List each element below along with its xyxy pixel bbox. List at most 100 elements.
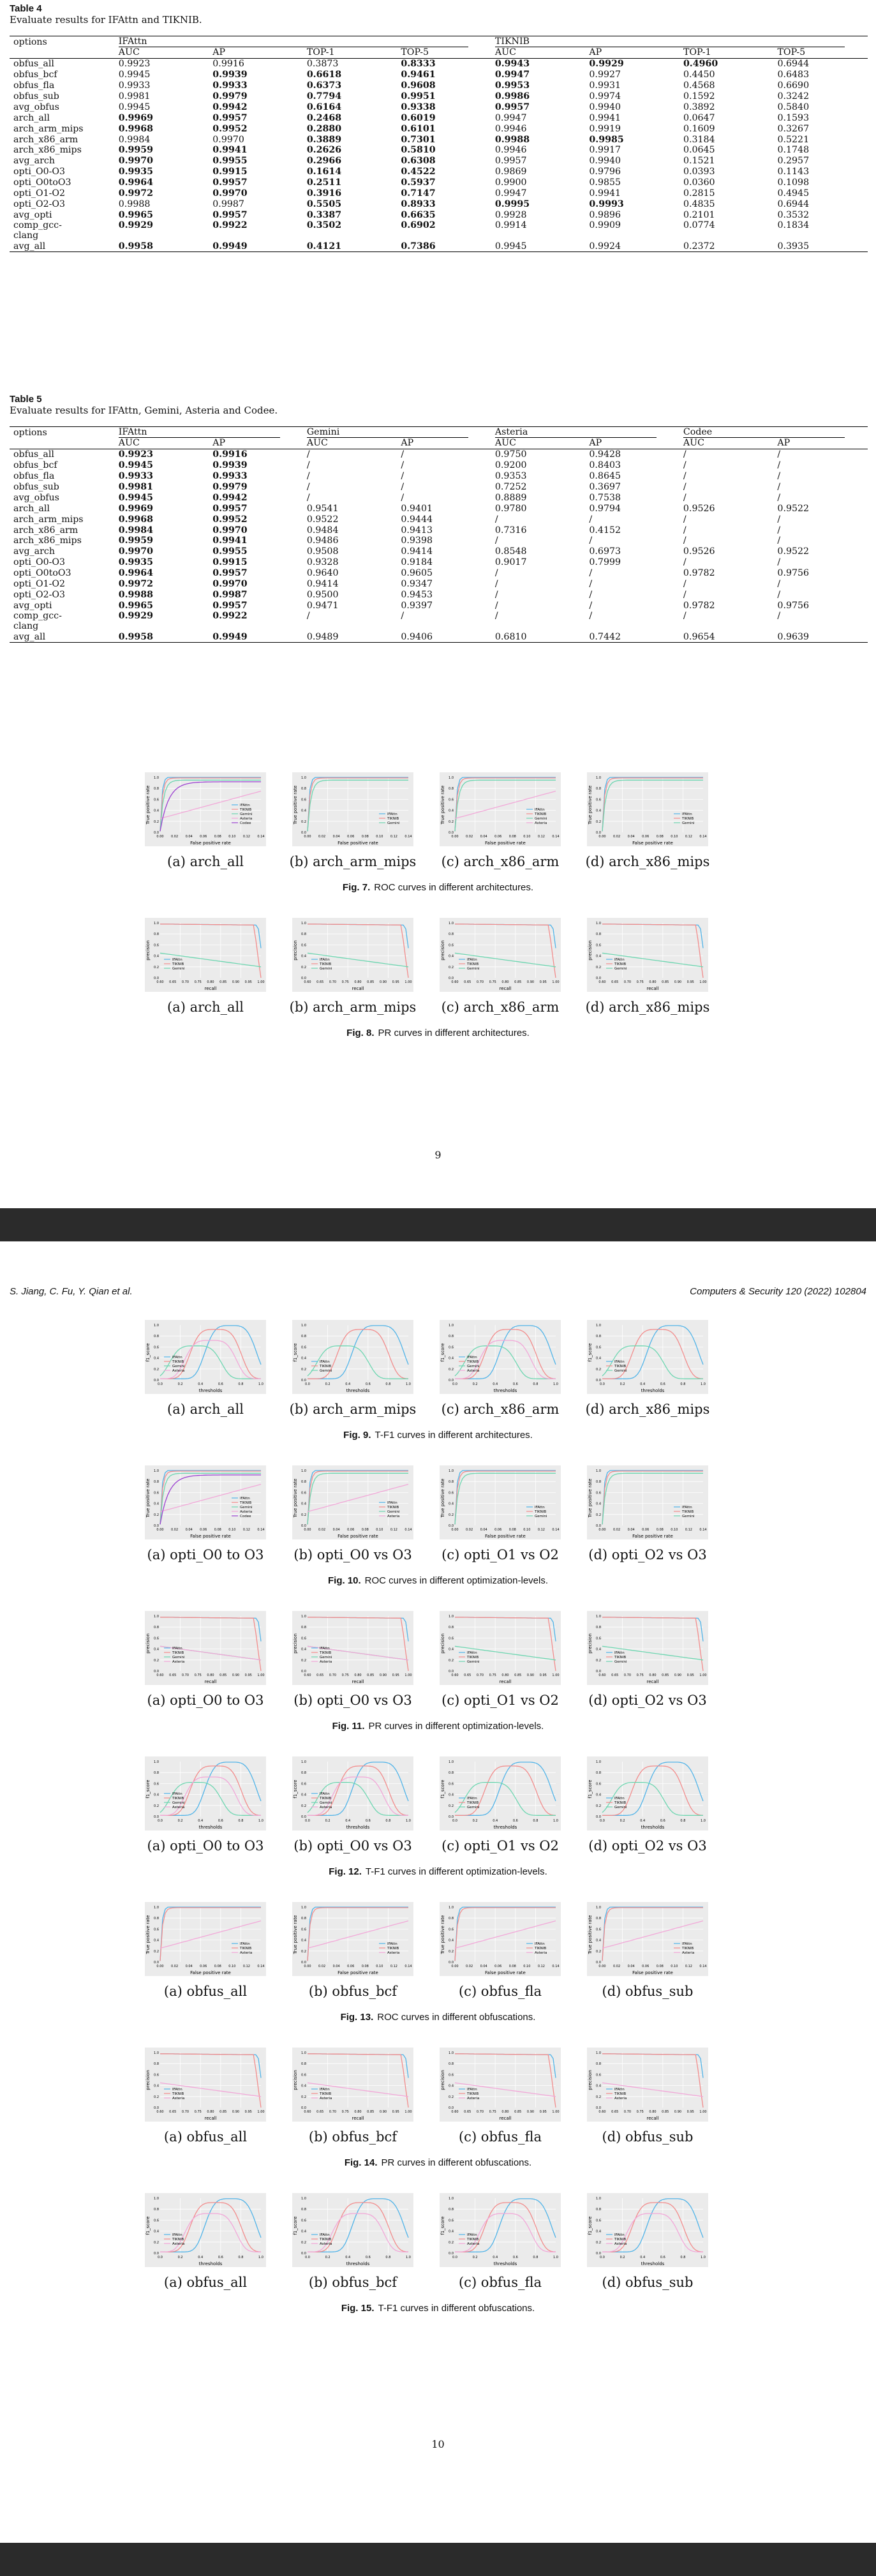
y-tick-label: 0.8 xyxy=(596,932,601,936)
value-cell: 0.5810 xyxy=(401,145,436,156)
x-tick-label: 0.00 xyxy=(156,1528,163,1532)
y-tick-label: 0.2 xyxy=(596,820,601,824)
x-tick-label: 1.00 xyxy=(552,2110,559,2114)
chart-svg: False positive rate True positive rate 0.0… xyxy=(440,1469,560,1539)
x-tick-label: 0.2 xyxy=(325,1382,330,1386)
chart-panel: thresholds f1_score 0.0 0.2 0.4 0.6 0.8 1.0 0.0 0… xyxy=(292,2193,413,2267)
plot-area xyxy=(455,1471,556,1525)
value-cell: 0.9993 xyxy=(589,198,624,209)
value-cell: 0.1592 xyxy=(683,91,715,101)
y-tick-label: 0.8 xyxy=(154,1771,159,1775)
y-tick-label: 0.4 xyxy=(154,1502,159,1506)
series-line xyxy=(602,1907,703,1961)
y-tick-label: 0.0 xyxy=(154,2252,159,2256)
y-tick-label: 1.0 xyxy=(596,1760,601,1764)
y-tick-label: 1.0 xyxy=(449,1615,454,1619)
y-tick-label: 0.4 xyxy=(449,1648,454,1652)
table-row: arch_x86_arm 0.9984 0.9970 0.9484 0.9413 0.73… xyxy=(10,525,868,535)
x-axis-label: False positive rate xyxy=(190,841,231,846)
y-tick-label: 0.0 xyxy=(596,2252,601,2256)
value-cell: 0.9985 xyxy=(589,134,624,145)
y-tick-label: 0.0 xyxy=(301,2252,306,2256)
value-cell: / xyxy=(777,579,781,590)
group-header-label: IFAttn xyxy=(118,36,468,47)
chart-panel: False positive rate True positive rate 0.0… xyxy=(440,1902,561,1976)
y-tick-label: 0.0 xyxy=(301,1379,306,1382)
legend-label: IFAttn xyxy=(320,1360,330,1364)
x-tick-label: 0.8 xyxy=(238,2256,243,2259)
legend-label: Asteria xyxy=(614,2097,627,2100)
x-tick-label: 0.00 xyxy=(451,1528,458,1532)
x-tick-label: 0.95 xyxy=(687,980,694,984)
x-tick-label: 0.90 xyxy=(380,2110,387,2114)
value-cell: 0.9945 xyxy=(118,70,151,80)
y-tick-label: 0.2 xyxy=(449,966,454,970)
y-tick-label: 1.0 xyxy=(154,1906,159,1910)
value-cell: 0.6019 xyxy=(401,112,436,123)
x-tick-label: 1.0 xyxy=(258,2256,264,2259)
y-tick-label: 1.0 xyxy=(301,2197,306,2201)
x-tick-label: 0.14 xyxy=(257,1528,264,1532)
value-cell: 0.9869 xyxy=(494,167,527,177)
x-tick-label: 0.70 xyxy=(182,2110,189,2114)
plot-area xyxy=(602,777,703,832)
y-tick-label: 1.0 xyxy=(154,2197,159,2201)
value-cell: 0.0645 xyxy=(683,145,715,156)
value-cell: 0.5840 xyxy=(777,101,810,112)
y-tick-label: 0.4 xyxy=(596,1939,601,1943)
x-tick-label: 0.95 xyxy=(687,2110,694,2114)
x-tick-label: 0.70 xyxy=(624,980,631,984)
x-tick-label: 0.12 xyxy=(538,835,545,839)
chart-panel: recall precision 0.60 0.65 0.70 0.75 0.80 0.85 0… xyxy=(440,1611,561,1685)
legend-label: IFAttn xyxy=(172,1792,182,1796)
x-tick-label: 0.4 xyxy=(198,1819,203,1823)
x-tick-label: 0.85 xyxy=(514,2110,521,2114)
series-line xyxy=(160,1762,262,1816)
value-cell: 0.2372 xyxy=(679,241,774,253)
x-axis-label: thresholds xyxy=(199,1825,223,1830)
legend-label: TIKNIB xyxy=(319,2092,331,2096)
value-cell: 0.4450 xyxy=(683,70,715,80)
y-tick-label: 0.8 xyxy=(154,2062,159,2066)
series-line xyxy=(455,2213,556,2252)
figure-caption-text: T-F1 curves in different obfuscations. xyxy=(378,2303,535,2314)
series-line xyxy=(160,2053,262,2108)
y-tick-label: 0.6 xyxy=(154,1636,159,1640)
series-line xyxy=(602,779,703,832)
series-line xyxy=(454,1920,556,1949)
metric-header: TOP-1 xyxy=(679,47,774,59)
value-cell: 0.7999 xyxy=(589,557,621,568)
y-tick-label: 0.2 xyxy=(449,1513,454,1517)
series-line xyxy=(160,2213,261,2252)
subfigure-label: (c) opti_O1 vs O2 xyxy=(442,1838,559,1853)
group-header-label: Codee xyxy=(683,427,845,438)
x-tick-label: 0.6 xyxy=(513,2256,518,2259)
x-axis-label: recall xyxy=(646,1679,658,1684)
y-tick-label: 0.2 xyxy=(596,2241,601,2245)
x-tick-label: 0.0 xyxy=(158,1819,163,1823)
chart-panel: recall precision 0.60 0.65 0.70 0.75 0.80 0.85 0… xyxy=(292,918,413,992)
value-cell: 0.9780 xyxy=(494,503,527,514)
chart-panel: recall precision 0.60 0.65 0.70 0.75 0.80 0.85 0… xyxy=(440,2048,561,2122)
y-tick-label: 0.6 xyxy=(596,943,601,947)
x-tick-label: 0.12 xyxy=(243,1528,250,1532)
legend-label: IFAttn xyxy=(320,2233,330,2237)
y-tick-label: 0.6 xyxy=(596,1928,601,1931)
chart-panel: thresholds f1_score 0.0 0.2 0.4 0.6 0.8 1.0 0.0 0… xyxy=(145,2193,266,2267)
series-line xyxy=(307,779,408,832)
legend-label: Asteria xyxy=(240,817,252,821)
value-cell: 0.3889 xyxy=(306,134,342,145)
x-axis-label: thresholds xyxy=(199,1388,223,1393)
value-cell: 0.9489 xyxy=(302,631,397,643)
row-label: obfus_all xyxy=(13,59,54,70)
y-tick-label: 0.8 xyxy=(154,2208,159,2212)
legend-label: TIKNIB xyxy=(614,2238,626,2242)
x-tick-label: 1.0 xyxy=(553,1819,558,1823)
chart-svg: recall precision 0.60 0.65 0.70 0.75 0.80 0.85 0… xyxy=(293,2051,412,2121)
y-tick-label: 0.4 xyxy=(301,1357,306,1361)
legend-label: Gemini xyxy=(614,1806,627,1809)
value-cell: 0.6810 xyxy=(491,631,586,643)
series-line xyxy=(160,1483,262,1513)
y-tick-label: 0.2 xyxy=(596,1659,601,1663)
y-tick-label: 0.8 xyxy=(301,2208,306,2212)
